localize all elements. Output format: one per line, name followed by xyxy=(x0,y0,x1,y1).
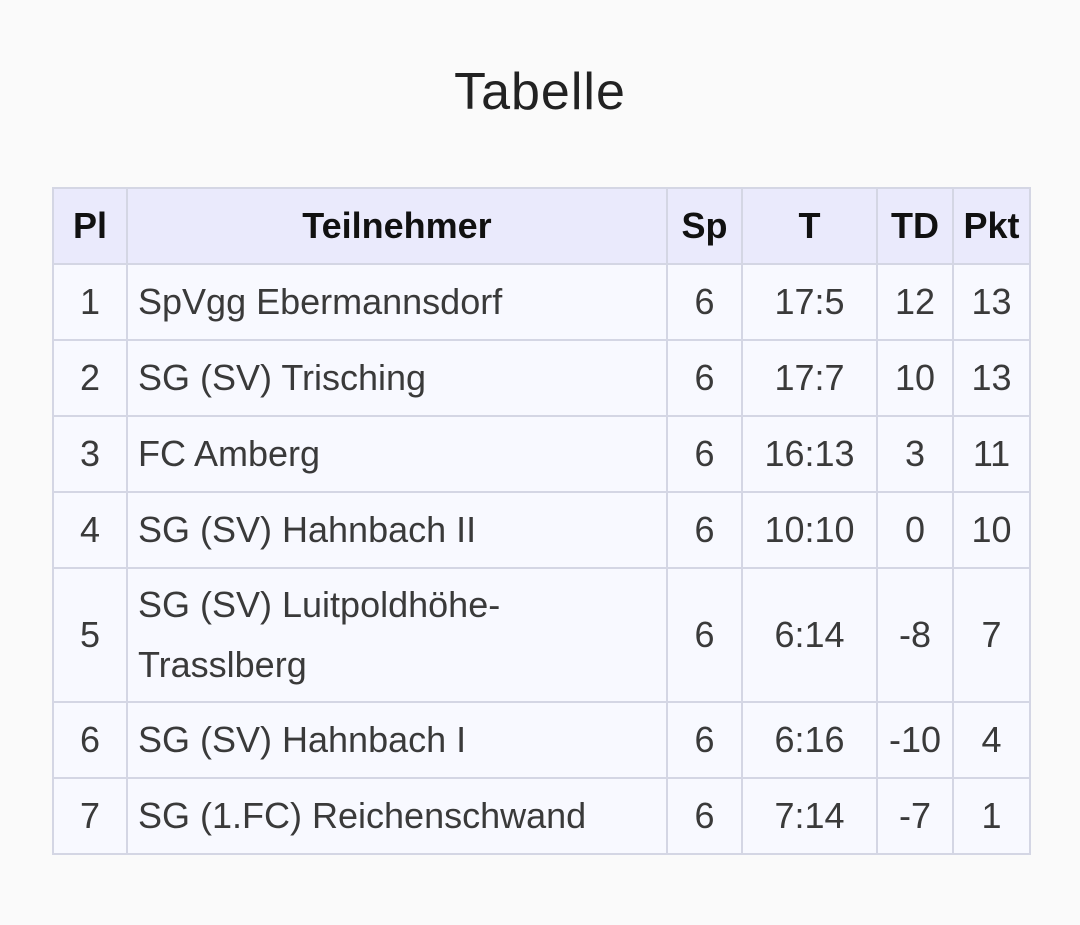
column-header-sp: Sp xyxy=(667,188,742,264)
goal-diff-cell: -8 xyxy=(877,568,953,702)
goal-diff-cell: 10 xyxy=(877,340,953,416)
table-row: 6 SG (SV) Hahnbach I 6 6:16 -10 4 xyxy=(53,702,1030,778)
played-cell: 6 xyxy=(667,778,742,854)
rank-cell: 3 xyxy=(53,416,127,492)
goals-cell: 6:14 xyxy=(742,568,877,702)
goal-diff-cell: -7 xyxy=(877,778,953,854)
goals-cell: 17:7 xyxy=(742,340,877,416)
points-cell: 1 xyxy=(953,778,1030,854)
team-cell: SG (SV) Trisching xyxy=(127,340,667,416)
points-cell: 13 xyxy=(953,264,1030,340)
goal-diff-cell: 0 xyxy=(877,492,953,568)
played-cell: 6 xyxy=(667,264,742,340)
points-cell: 7 xyxy=(953,568,1030,702)
column-header-team: Teilnehmer xyxy=(127,188,667,264)
goal-diff-cell: -10 xyxy=(877,702,953,778)
points-cell: 13 xyxy=(953,340,1030,416)
team-cell: SG (SV) Luitpoldhöhe-Trasslberg xyxy=(127,568,667,702)
team-cell: FC Amberg xyxy=(127,416,667,492)
team-cell: SG (1.FC) Reichenschwand xyxy=(127,778,667,854)
header-row: Pl Teilnehmer Sp T TD Pkt xyxy=(53,188,1030,264)
table-row: 4 SG (SV) Hahnbach II 6 10:10 0 10 xyxy=(53,492,1030,568)
played-cell: 6 xyxy=(667,568,742,702)
column-header-t: T xyxy=(742,188,877,264)
team-cell: SG (SV) Hahnbach II xyxy=(127,492,667,568)
column-header-pl: Pl xyxy=(53,188,127,264)
table-row: 1 SpVgg Ebermannsdorf 6 17:5 12 13 xyxy=(53,264,1030,340)
column-header-pkt: Pkt xyxy=(953,188,1030,264)
table-row: 3 FC Amberg 6 16:13 3 11 xyxy=(53,416,1030,492)
rank-cell: 7 xyxy=(53,778,127,854)
rank-cell: 2 xyxy=(53,340,127,416)
rank-cell: 4 xyxy=(53,492,127,568)
played-cell: 6 xyxy=(667,702,742,778)
played-cell: 6 xyxy=(667,340,742,416)
goals-cell: 10:10 xyxy=(742,492,877,568)
team-cell: SG (SV) Hahnbach I xyxy=(127,702,667,778)
goal-diff-cell: 12 xyxy=(877,264,953,340)
table-row: 7 SG (1.FC) Reichenschwand 6 7:14 -7 1 xyxy=(53,778,1030,854)
points-cell: 11 xyxy=(953,416,1030,492)
points-cell: 10 xyxy=(953,492,1030,568)
table-row: 5 SG (SV) Luitpoldhöhe-Trasslberg 6 6:14… xyxy=(53,568,1030,702)
goals-cell: 6:16 xyxy=(742,702,877,778)
table-row: 2 SG (SV) Trisching 6 17:7 10 13 xyxy=(53,340,1030,416)
goals-cell: 16:13 xyxy=(742,416,877,492)
rank-cell: 6 xyxy=(53,702,127,778)
standings-table: Pl Teilnehmer Sp T TD Pkt 1 SpVgg Eberma… xyxy=(52,187,1031,855)
goal-diff-cell: 3 xyxy=(877,416,953,492)
rank-cell: 1 xyxy=(53,264,127,340)
goals-cell: 7:14 xyxy=(742,778,877,854)
column-header-td: TD xyxy=(877,188,953,264)
played-cell: 6 xyxy=(667,492,742,568)
rank-cell: 5 xyxy=(53,568,127,702)
played-cell: 6 xyxy=(667,416,742,492)
goals-cell: 17:5 xyxy=(742,264,877,340)
team-cell: SpVgg Ebermannsdorf xyxy=(127,264,667,340)
page-title: Tabelle xyxy=(0,62,1080,122)
points-cell: 4 xyxy=(953,702,1030,778)
